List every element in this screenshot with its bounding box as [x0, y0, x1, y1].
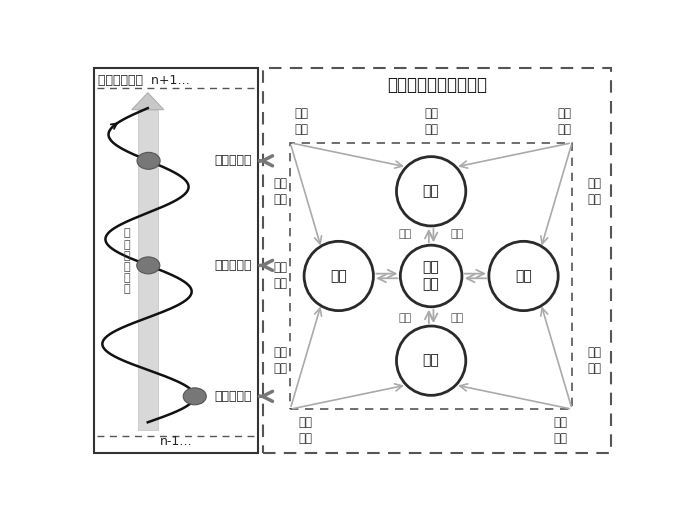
Polygon shape	[132, 93, 164, 110]
Text: 认知
迁移: 认知 迁移	[424, 107, 438, 136]
Text: 学习: 学习	[515, 269, 532, 283]
Text: 深度
参与: 深度 参与	[588, 177, 601, 206]
Circle shape	[396, 157, 466, 226]
Ellipse shape	[137, 152, 160, 169]
Bar	[138, 110, 158, 430]
Text: 知识
理解: 知识 理解	[273, 262, 287, 291]
Text: 学生
话语: 学生 话语	[588, 346, 601, 375]
Bar	[290, 143, 572, 409]
Bar	[94, 68, 258, 453]
Text: 互动: 互动	[451, 229, 464, 238]
Text: 深度学习过程  n+1…: 深度学习过程 n+1…	[98, 74, 191, 87]
Text: 认知
发展: 认知 发展	[557, 107, 571, 136]
Text: 多要素动态自适应转化: 多要素动态自适应转化	[387, 76, 487, 94]
Ellipse shape	[183, 388, 206, 405]
Text: 知识
迁移: 知识 迁移	[294, 107, 309, 136]
Text: 互动: 互动	[451, 313, 464, 324]
Text: 迁移式学习: 迁移式学习	[214, 154, 252, 167]
Text: 参与式学习: 参与式学习	[214, 259, 252, 272]
Circle shape	[304, 241, 374, 311]
Bar	[264, 68, 612, 453]
Ellipse shape	[137, 257, 160, 274]
Text: 教学: 教学	[422, 353, 440, 368]
Text: 深度
学习: 深度 学习	[422, 261, 440, 292]
Circle shape	[489, 241, 558, 311]
Text: 教师
话语: 教师 话语	[554, 416, 568, 445]
Text: 知识
话语: 知识 话语	[273, 346, 287, 375]
Text: 互动: 互动	[398, 313, 412, 324]
Text: 知识: 知识	[330, 269, 347, 283]
Text: 知识
应用: 知识 应用	[273, 177, 287, 206]
Text: 认知: 认知	[422, 184, 440, 198]
Text: 互动: 互动	[398, 229, 412, 238]
Circle shape	[400, 245, 462, 307]
Text: 接受式学习: 接受式学习	[214, 390, 252, 403]
Circle shape	[396, 326, 466, 395]
Text: 教师
话语: 教师 话语	[299, 416, 312, 445]
Text: 深
度
学
习
能
力: 深 度 学 习 能 力	[124, 229, 130, 294]
Text: n-1…: n-1…	[160, 436, 192, 448]
